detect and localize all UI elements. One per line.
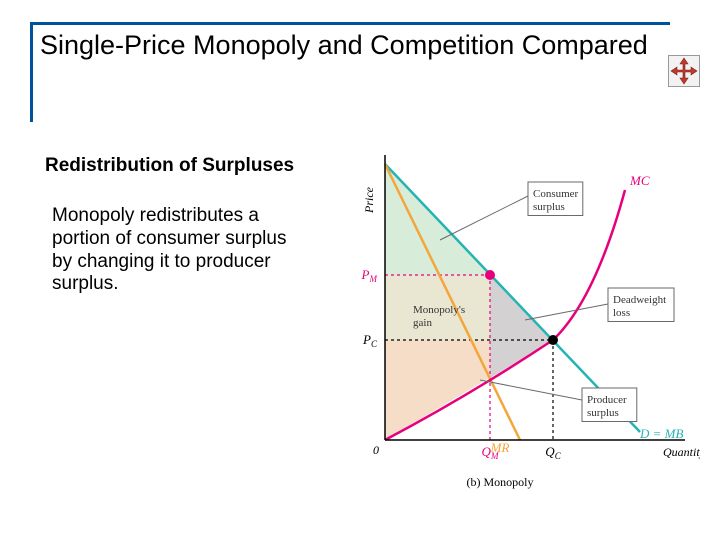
svg-text:surplus: surplus	[587, 407, 619, 419]
monopoly-chart: PriceQuantity0PMPCQMQCMCMRD = MBConsumer…	[330, 140, 700, 510]
slide-title: Single-Price Monopoly and Competition Co…	[40, 30, 660, 61]
svg-text:Producer: Producer	[587, 394, 627, 406]
move-icon	[668, 55, 700, 87]
svg-text:QC: QC	[545, 444, 561, 461]
mc-label: MC	[629, 173, 650, 188]
svg-text:Monopoly's: Monopoly's	[413, 304, 465, 316]
mr-label: MR	[490, 440, 510, 455]
svg-text:PC: PC	[362, 332, 378, 349]
svg-text:PM: PM	[361, 267, 378, 284]
demand-label: D = MB	[639, 426, 683, 441]
deadweight-loss-label: Deadweightloss	[525, 288, 674, 322]
origin-label: 0	[373, 443, 379, 457]
svg-text:Deadweight: Deadweight	[613, 294, 666, 306]
producer-surplus-label: Producersurplus	[480, 380, 637, 422]
header-rule-left	[30, 22, 33, 122]
header-rule-top	[30, 22, 670, 25]
pm-qm-point	[485, 270, 495, 280]
body-paragraph: Monopoly redistributes a portion of cons…	[52, 205, 302, 296]
svg-text:surplus: surplus	[533, 201, 565, 213]
svg-text:loss: loss	[613, 307, 630, 319]
svg-text:gain: gain	[413, 317, 432, 329]
subheading: Redistribution of Surpluses	[45, 155, 295, 177]
svg-text:Consumer: Consumer	[533, 188, 579, 200]
pc-qc-point	[548, 335, 558, 345]
x-axis-label: Quantity	[663, 445, 700, 459]
consumer-surplus-label: Consumersurplus	[440, 182, 583, 240]
chart-caption: (b) Monopoly	[467, 475, 534, 489]
y-axis-label: Price	[362, 186, 376, 214]
